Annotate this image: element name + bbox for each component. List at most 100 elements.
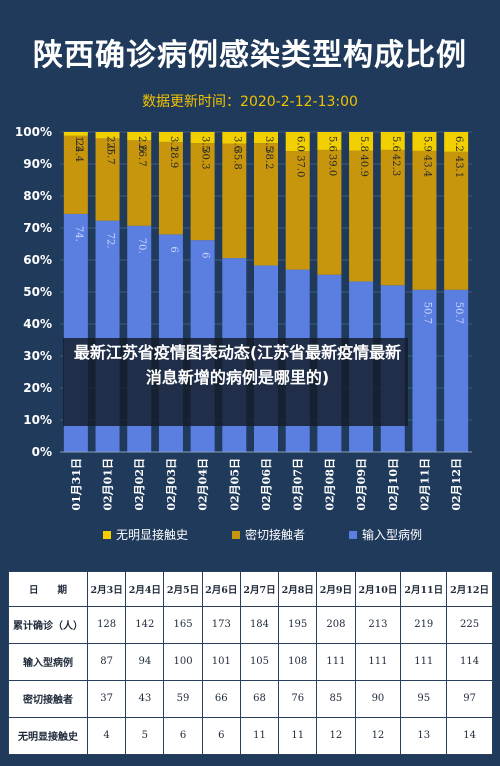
table-cell: 165 — [163, 605, 203, 644]
x-tick-label: 02月12日 — [450, 458, 463, 511]
table-cell: 4 — [86, 716, 127, 756]
data-label: 2.6 — [136, 136, 147, 152]
table-cell: 90 — [354, 679, 402, 718]
table-cell: 11 — [278, 716, 318, 756]
data-label: 26.7 — [136, 144, 147, 166]
x-tick-label: 02月09日 — [355, 458, 368, 511]
row-header-cell: 密切接触者 — [8, 679, 88, 718]
table-cell: 68 — [239, 679, 280, 718]
table-cell: 85 — [316, 679, 356, 718]
bar-segment — [317, 149, 342, 275]
table-row: 密切接触者 37 43 59 66 68 76 85 90 95 97 — [8, 679, 493, 718]
table-cell: 142 — [125, 605, 165, 644]
legend-item: 密切接触者 — [232, 526, 305, 543]
legend-swatch — [103, 530, 111, 539]
table-cell: 2月9日 — [316, 571, 356, 607]
bar-segment — [317, 132, 342, 150]
data-label: 74. — [73, 226, 84, 242]
table-cell: 128 — [86, 605, 127, 644]
table-cell: 2月7日 — [239, 571, 280, 607]
table-cell: 100 — [163, 642, 203, 681]
table-cell: 76 — [278, 679, 318, 718]
data-label: 3.1 — [168, 136, 179, 152]
data-label: 43.4 — [421, 155, 432, 177]
data-label: 3.5 — [200, 136, 211, 152]
table-cell: 225 — [446, 605, 493, 644]
table-cell: 12 — [354, 716, 402, 756]
y-tick-label: 0% — [32, 445, 52, 459]
table-cell: 37 — [86, 679, 127, 718]
data-label: 38.2 — [263, 147, 274, 169]
data-label: 50.7 — [421, 302, 432, 324]
bar-segment — [412, 132, 437, 151]
table-cell: 2月8日 — [278, 571, 318, 607]
bar-segment — [444, 132, 469, 152]
table-cell: 2月3日 — [86, 571, 127, 607]
update-time: 数据更新时间：2020-2-12-13:00 — [142, 94, 358, 110]
table-row: 无明显接触史 4 5 6 6 11 11 12 12 13 14 — [8, 716, 493, 756]
bar-segment — [380, 149, 405, 286]
table-row: 累计确诊（人） 128 142 165 173 184 195 208 213 219 225 — [8, 605, 493, 644]
bar-segment — [444, 289, 469, 452]
data-label: 5.6 — [326, 136, 337, 152]
legend-label: 输入型病例 — [362, 528, 423, 542]
stacked-bar-chart: 0% 10% 20% 30% 40% 50% 60% 70% 80% 90% 100% 74. 24.4… — [15, 125, 472, 511]
table-cell: 173 — [201, 605, 241, 644]
data-label: 1.2 — [73, 136, 84, 152]
bar-segment — [158, 132, 183, 142]
table-cell: 12 — [316, 716, 356, 756]
bar-segment — [380, 132, 405, 150]
table-cell: 5 — [125, 716, 165, 756]
bar-segment — [190, 132, 215, 144]
y-tick-label: 50% — [23, 285, 52, 299]
bar-segment — [349, 150, 374, 282]
data-label: 5.9 — [421, 136, 432, 152]
bar-segment — [222, 143, 247, 259]
data-label: 50.7 — [453, 302, 464, 324]
data-label: 72. — [105, 233, 116, 249]
legend-swatch — [232, 530, 240, 539]
y-tick-label: 40% — [23, 317, 52, 331]
bar-segment — [412, 289, 437, 452]
data-label: 43.1 — [453, 156, 464, 178]
data-label: 6 — [168, 246, 179, 252]
bar-segment — [95, 132, 120, 139]
table-cell: 111 — [400, 642, 448, 681]
table-cell: 213 — [354, 605, 402, 644]
bar-segment — [285, 132, 310, 152]
caption-overlay-text: 最新江苏省疫情图表动态(江苏省最新疫情最新消息新增的病例是哪里的) — [73, 343, 402, 387]
data-label: 5.6 — [390, 136, 401, 152]
table-cell: 2月12日 — [446, 571, 493, 607]
bar-segment — [444, 151, 469, 290]
table-cell: 208 — [316, 605, 356, 644]
x-tick-label: 02月04日 — [197, 458, 210, 511]
data-label: 3.6 — [231, 136, 242, 152]
x-tick-label: 02月11日 — [418, 458, 431, 511]
table-cell: 43 — [125, 679, 165, 718]
data-label: 42.3 — [390, 154, 401, 176]
table-cell: 184 — [239, 605, 280, 644]
chart-legend: 无明显接触史 密切接触者 输入型病例 — [0, 526, 500, 546]
table-cell: 111 — [316, 642, 356, 681]
table-cell: 95 — [400, 679, 448, 718]
data-label: 6 — [200, 252, 211, 258]
y-tick-label: 90% — [23, 157, 52, 171]
chart-title: 陕西确诊病例感染类型构成比例 — [33, 38, 467, 73]
table-cell: 87 — [86, 642, 127, 681]
data-label: 2.0 — [105, 136, 116, 152]
data-label: 70. — [136, 238, 147, 254]
y-tick-label: 80% — [23, 189, 52, 203]
bar-segment — [127, 132, 152, 141]
x-tick-label: 02月05日 — [228, 458, 241, 511]
data-label: 37.0 — [295, 155, 306, 177]
y-tick-label: 60% — [23, 253, 52, 267]
bar-segment — [190, 143, 215, 241]
bar-segment — [254, 132, 278, 144]
x-tick-label: 02月02日 — [133, 458, 146, 511]
caption-overlay-background — [63, 338, 408, 426]
table-cell: 111 — [354, 642, 402, 681]
bar-segment — [285, 151, 310, 270]
y-tick-label: 30% — [23, 349, 52, 363]
y-tick-label: 100% — [15, 125, 52, 139]
bar-segment — [63, 132, 88, 136]
